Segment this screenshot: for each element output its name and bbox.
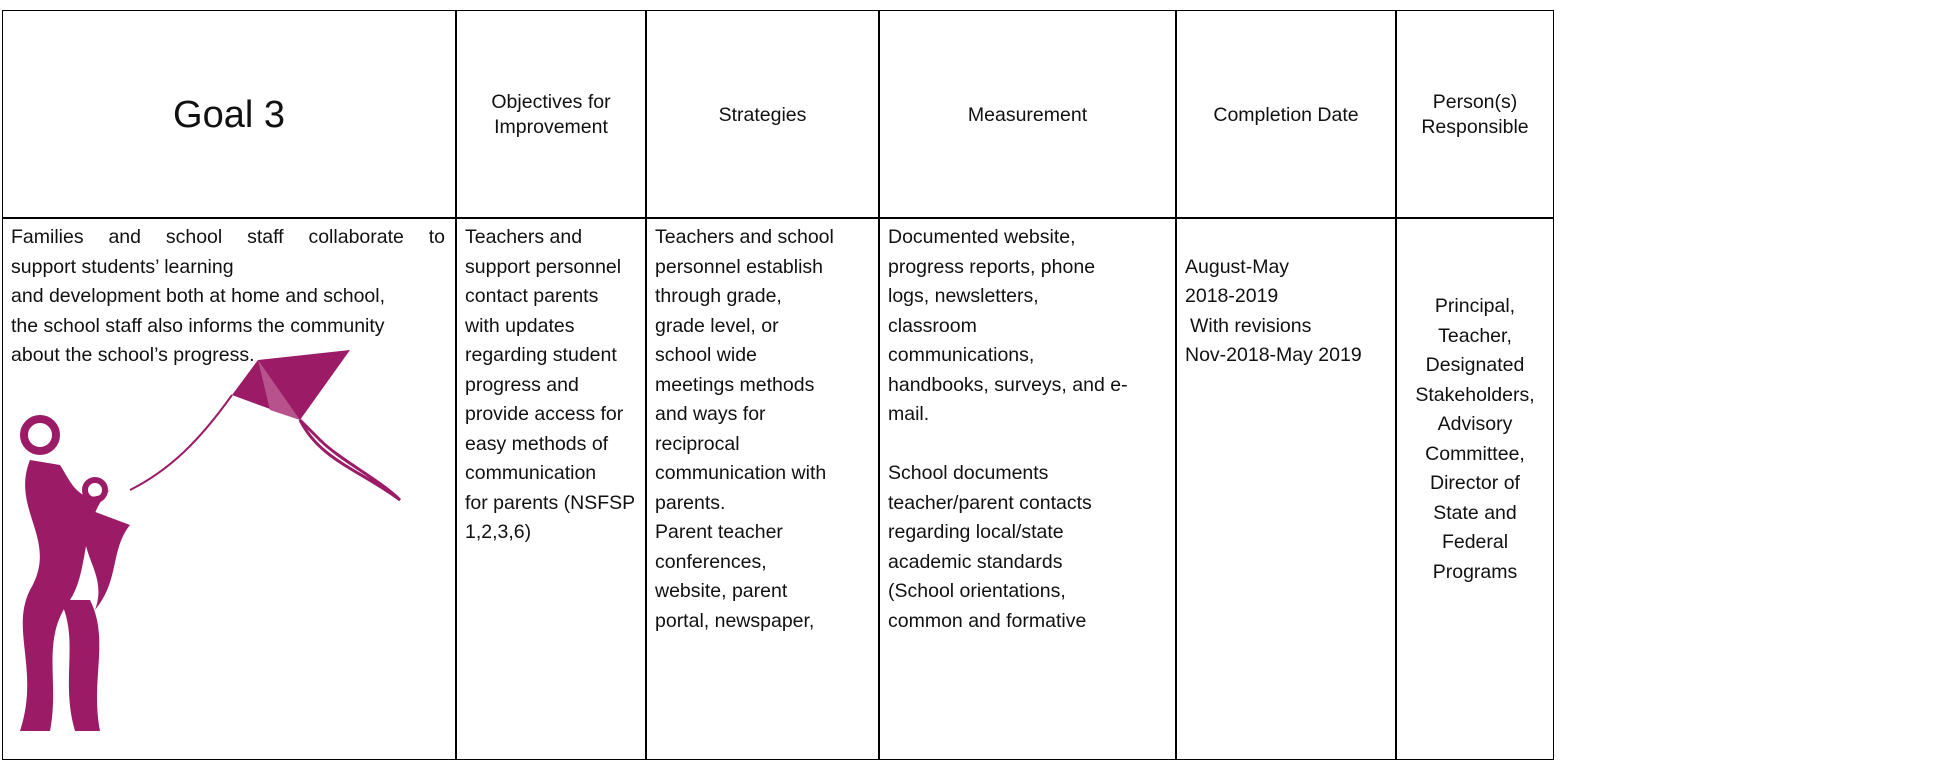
header-cell: Measurement: [879, 10, 1176, 218]
cell-text: With revisions: [1190, 314, 1312, 337]
header-cell: Completion Date: [1176, 10, 1396, 218]
cell-text: Director of: [1430, 472, 1520, 495]
cell-text: reciprocal: [655, 432, 740, 455]
cell-text: classroom: [888, 314, 977, 337]
body-cell: Teachers and school personnel establish th…: [646, 218, 879, 760]
cell-text: school wide: [655, 344, 757, 366]
cell-text: provide access for: [465, 403, 624, 425]
body-cell: Principal, Teacher, Designated Stakeholders…: [1396, 218, 1554, 760]
logo-graphic: [20, 350, 402, 731]
cell-text: Programs: [1432, 560, 1518, 583]
header-text: Measurement: [967, 103, 1088, 126]
cell-text: Designated: [1425, 354, 1525, 377]
cell-text: personnel establish: [655, 255, 824, 278]
cell-text: parents.: [655, 491, 726, 514]
cell-text: communications,: [888, 344, 1035, 366]
family-involvement-logo: [20, 350, 402, 731]
cell-text: grade level, or: [655, 314, 779, 337]
cell-text: about the school’s progress.: [11, 344, 255, 366]
header-text: Improvement: [494, 116, 608, 138]
cell-text: Stakeholders,: [1415, 383, 1535, 406]
cell-text: contact parents: [465, 285, 599, 307]
cell-text: 2018-2019: [1185, 285, 1279, 307]
cell-text: support students’ learning: [11, 255, 234, 278]
cell-text: Teachers and school: [655, 226, 834, 248]
cell-text: State and: [1433, 501, 1517, 524]
cell-text: (School orientations,: [888, 580, 1066, 602]
cell-text: Documented website,: [888, 226, 1076, 248]
cell-text: Families and school staff collaborate to: [11, 226, 445, 248]
header-text: Strategies: [718, 103, 807, 126]
cell-text: teacher/parent contacts: [888, 491, 1092, 514]
cell-text: progress and: [465, 373, 579, 396]
header-goal: Goal 3: [173, 94, 285, 136]
cell-text: through grade,: [655, 285, 782, 307]
cell-text: academic standards: [888, 550, 1063, 573]
cell-text: Teachers and: [465, 226, 583, 248]
page: {"table": { "header": { "goal": "Goal 3"…: [2, 10, 1554, 760]
body-cell: Documented website, progress reports, pho…: [879, 218, 1176, 760]
cell-text: common and formative: [888, 609, 1087, 632]
cell-text: Nov-2018-May 2019: [1185, 344, 1362, 366]
cell-text: and ways for: [655, 403, 766, 425]
header-text: Completion Date: [1213, 103, 1359, 126]
cell-text: August-May: [1185, 255, 1290, 278]
cell-text: website, parent: [655, 580, 788, 602]
cell-text: Committee,: [1425, 442, 1525, 465]
header-text: Person(s): [1432, 91, 1518, 113]
body-cell: August-May 2018-2019 With revisions Nov-201…: [1176, 218, 1396, 760]
cell-text: Parent teacher: [655, 521, 783, 543]
cell-text: for parents (NSFSP: [465, 491, 636, 514]
header-text: Objectives for: [491, 91, 611, 113]
cell-text: Principal,: [1434, 295, 1516, 318]
cell-text: Teacher,: [1438, 324, 1512, 347]
header-cell: Objectives for Improvement: [456, 10, 646, 218]
cell-text: handbooks, surveys, and e-: [888, 373, 1128, 396]
cell-text: logs, newsletters,: [888, 285, 1039, 307]
cell-text: Federal: [1441, 531, 1509, 554]
cell-text: support personnel: [465, 255, 622, 278]
cell-text: Advisory: [1437, 413, 1513, 436]
cell-text: regarding local/state: [888, 521, 1064, 543]
cell-text: conferences,: [655, 550, 767, 573]
cell-text: communication: [465, 462, 597, 484]
header-cell: Person(s) Responsible: [1396, 10, 1554, 218]
cell-text: mail.: [888, 403, 930, 425]
cell-text: progress reports, phone: [888, 255, 1096, 278]
cell-text: 1,2,3,6): [465, 521, 532, 543]
cell-text: communication with: [655, 462, 827, 484]
cell-text: and development both at home and school,: [11, 285, 386, 307]
cell-text: portal, newspaper,: [655, 609, 815, 632]
cell-text: School documents: [888, 462, 1049, 484]
header-text: Responsible: [1421, 116, 1529, 138]
body-cell: Teachers and support personnel contact par…: [456, 218, 646, 760]
body-cell: Families and school staff collaborate to…: [2, 218, 456, 760]
header-cell: Strategies: [646, 10, 879, 218]
cell-text: meetings methods: [655, 373, 815, 396]
cell-text: regarding student: [465, 344, 617, 366]
cell-text: easy methods of: [465, 432, 609, 455]
cell-text: with updates: [465, 314, 575, 337]
header-cell: Goal 3: [2, 10, 456, 218]
cell-text: the school staff also informs the commun…: [11, 314, 385, 337]
